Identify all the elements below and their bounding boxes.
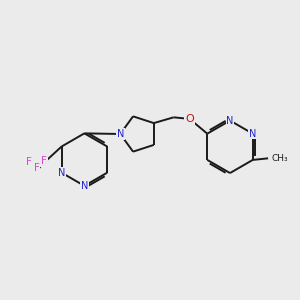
- Text: N: N: [116, 129, 124, 139]
- Text: N: N: [226, 116, 234, 126]
- Text: N: N: [249, 129, 256, 139]
- Text: F: F: [34, 163, 40, 173]
- Text: F: F: [41, 156, 47, 166]
- Text: O: O: [185, 114, 194, 124]
- Text: N: N: [81, 181, 88, 191]
- Text: F: F: [26, 157, 32, 166]
- Text: N: N: [58, 168, 65, 178]
- Text: CH₃: CH₃: [272, 154, 289, 163]
